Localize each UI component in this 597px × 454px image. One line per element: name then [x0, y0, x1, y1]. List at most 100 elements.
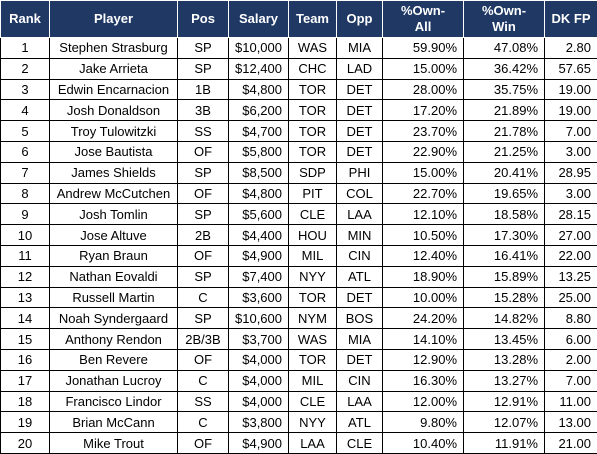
cell-rank: 18 — [1, 391, 50, 412]
cell-player: Ben Revere — [50, 349, 178, 370]
cell-pos: 1B — [178, 79, 229, 100]
cell-opp: LAA — [337, 391, 383, 412]
cell-dk-fp: 28.15 — [545, 204, 597, 225]
header-opp: Opp — [337, 1, 383, 38]
cell-own-win: 11.91% — [464, 433, 545, 454]
cell-pos: OF — [178, 433, 229, 454]
cell-own-all: 22.90% — [383, 141, 464, 162]
cell-salary: $4,800 — [229, 183, 289, 204]
cell-rank: 15 — [1, 329, 50, 350]
cell-player: Josh Tomlin — [50, 204, 178, 225]
cell-rank: 9 — [1, 204, 50, 225]
cell-dk-fp: 2.80 — [545, 38, 597, 59]
cell-own-win: 15.89% — [464, 266, 545, 287]
cell-own-all: 14.10% — [383, 329, 464, 350]
cell-opp: CLE — [337, 433, 383, 454]
cell-opp: MIA — [337, 38, 383, 59]
cell-salary: $4,900 — [229, 433, 289, 454]
cell-team: MIL — [289, 245, 337, 266]
cell-rank: 11 — [1, 245, 50, 266]
cell-team: MIL — [289, 370, 337, 391]
cell-dk-fp: 22.00 — [545, 245, 597, 266]
cell-pos: OF — [178, 245, 229, 266]
cell-own-all: 17.20% — [383, 100, 464, 121]
cell-pos: 2B/3B — [178, 329, 229, 350]
cell-rank: 5 — [1, 121, 50, 142]
cell-player: Francisco Lindor — [50, 391, 178, 412]
cell-pos: SS — [178, 121, 229, 142]
cell-own-all: 10.50% — [383, 225, 464, 246]
cell-dk-fp: 28.95 — [545, 162, 597, 183]
cell-salary: $8,500 — [229, 162, 289, 183]
cell-dk-fp: 13.00 — [545, 412, 597, 433]
cell-pos: SP — [178, 38, 229, 59]
cell-team: PIT — [289, 183, 337, 204]
cell-salary: $4,900 — [229, 245, 289, 266]
cell-pos: SP — [178, 58, 229, 79]
cell-salary: $10,600 — [229, 308, 289, 329]
cell-team: CLE — [289, 391, 337, 412]
cell-pos: SS — [178, 391, 229, 412]
cell-own-win: 16.41% — [464, 245, 545, 266]
cell-pos: SP — [178, 266, 229, 287]
cell-player: Brian McCann — [50, 412, 178, 433]
cell-team: TOR — [289, 121, 337, 142]
cell-salary: $6,200 — [229, 100, 289, 121]
cell-rank: 17 — [1, 370, 50, 391]
cell-rank: 2 — [1, 58, 50, 79]
cell-player: Troy Tulowitzki — [50, 121, 178, 142]
cell-salary: $5,800 — [229, 141, 289, 162]
cell-opp: CIN — [337, 370, 383, 391]
cell-pos: OF — [178, 349, 229, 370]
cell-team: TOR — [289, 141, 337, 162]
cell-dk-fp: 27.00 — [545, 225, 597, 246]
cell-pos: OF — [178, 183, 229, 204]
cell-rank: 7 — [1, 162, 50, 183]
cell-player: Stephen Strasburg — [50, 38, 178, 59]
cell-dk-fp: 19.00 — [545, 79, 597, 100]
cell-player: Jake Arrieta — [50, 58, 178, 79]
cell-own-all: 12.00% — [383, 391, 464, 412]
cell-opp: CIN — [337, 245, 383, 266]
cell-salary: $3,700 — [229, 329, 289, 350]
cell-own-win: 47.08% — [464, 38, 545, 59]
cell-player: Ryan Braun — [50, 245, 178, 266]
cell-dk-fp: 8.80 — [545, 308, 597, 329]
cell-salary: $3,600 — [229, 287, 289, 308]
cell-opp: MIN — [337, 225, 383, 246]
header-salary: Salary — [229, 1, 289, 38]
cell-player: Noah Syndergaard — [50, 308, 178, 329]
header-player: Player — [50, 1, 178, 38]
cell-player: Nathan Eovaldi — [50, 266, 178, 287]
cell-pos: 3B — [178, 100, 229, 121]
cell-rank: 14 — [1, 308, 50, 329]
cell-own-all: 9.80% — [383, 412, 464, 433]
cell-pos: SP — [178, 162, 229, 183]
header-own-all: %Own- All — [383, 1, 464, 38]
cell-own-all: 15.00% — [383, 162, 464, 183]
cell-opp: DET — [337, 349, 383, 370]
cell-salary: $5,600 — [229, 204, 289, 225]
cell-salary: $4,400 — [229, 225, 289, 246]
cell-own-win: 20.41% — [464, 162, 545, 183]
cell-opp: PHI — [337, 162, 383, 183]
header-dk-fp: DK FP — [545, 1, 597, 38]
cell-salary: $12,400 — [229, 58, 289, 79]
cell-pos: SP — [178, 204, 229, 225]
cell-salary: $4,000 — [229, 391, 289, 412]
cell-dk-fp: 2.00 — [545, 349, 597, 370]
cell-salary: $10,000 — [229, 38, 289, 59]
cell-opp: LAA — [337, 204, 383, 225]
